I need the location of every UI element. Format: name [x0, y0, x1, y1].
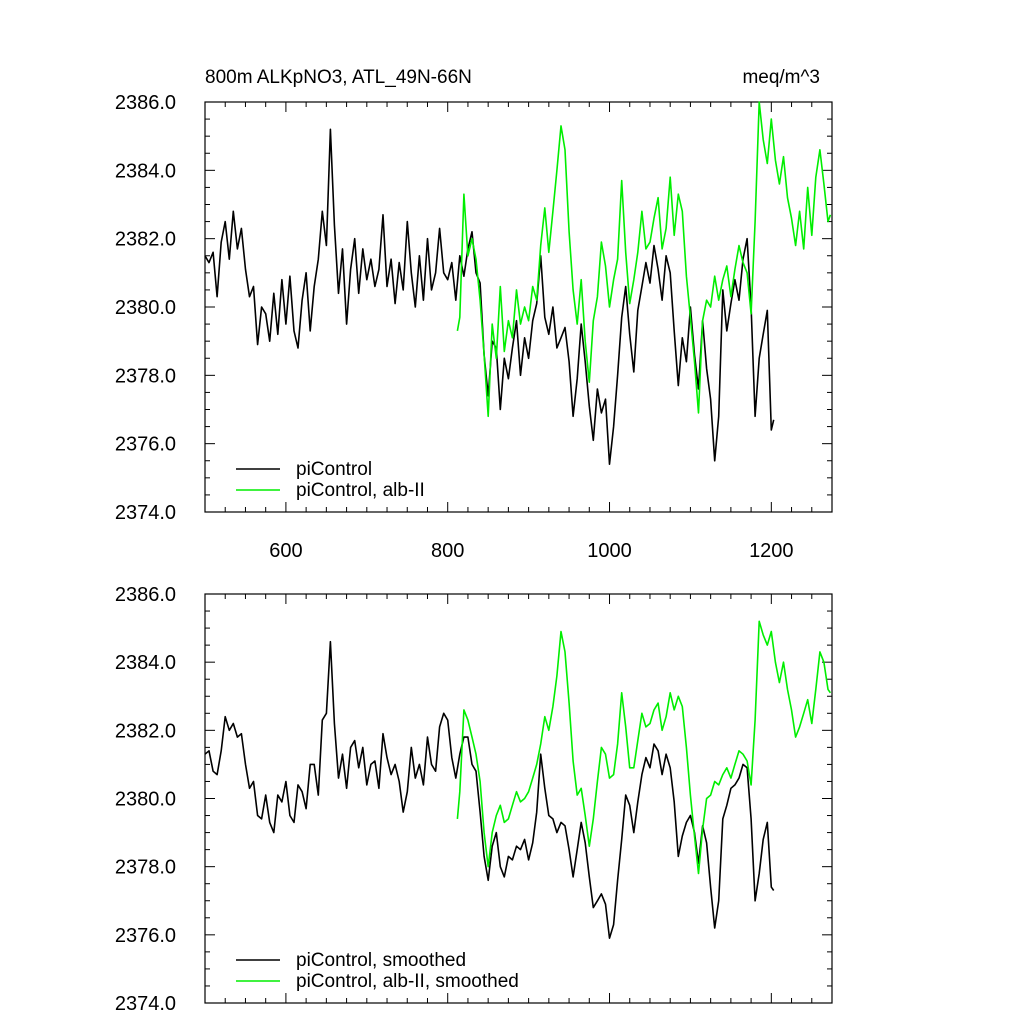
series-line-alb-ii [456, 620, 832, 875]
legend-label: piControl [296, 459, 372, 480]
y-tick-label: 2374.0 [115, 993, 176, 1015]
y-tick-label: 2376.0 [115, 925, 176, 947]
y-tick-label: 2384.0 [115, 652, 176, 674]
bottom-panel: 2374.0 2376.0 2378.0 2380.0 2382.0 2384.0 2386… [115, 584, 833, 1015]
y-tick-label: 2382.0 [115, 229, 176, 251]
y-tick-label: 2384.0 [115, 160, 176, 182]
x-tick-label: 600 [269, 540, 302, 562]
series-line-alb-ii [456, 101, 832, 418]
top-panel: 2374.0 2376.0 2378.0 2380.0 2382.0 2384.0 2386… [115, 92, 833, 562]
y-tick-label: 2382.0 [115, 720, 176, 742]
y-tick-label: 2386.0 [115, 92, 176, 114]
y-tick-label: 2378.0 [115, 857, 176, 879]
y-tick-label: 2378.0 [115, 365, 176, 387]
legend-label: piControl, smoothed [296, 950, 466, 971]
x-tick-label: 1200 [749, 540, 794, 562]
y-tick-label: 2376.0 [115, 434, 176, 456]
y-tick-label: 2380.0 [115, 297, 176, 319]
y-tick-label: 2386.0 [115, 584, 176, 606]
units-label: meq/m^3 [742, 67, 820, 88]
legend-label: piControl, alb-II, smoothed [296, 971, 519, 992]
y-tick-label: 2374.0 [115, 502, 176, 524]
series-line-picontrol [204, 640, 775, 939]
legend-label: piControl, alb-II [296, 480, 425, 501]
x-tick-label: 800 [431, 540, 464, 562]
x-tick-label: 1000 [587, 540, 632, 562]
y-tick-label: 2380.0 [115, 789, 176, 811]
chart-title: 800m ALKpNO3, ATL_49N-66N [205, 67, 472, 88]
